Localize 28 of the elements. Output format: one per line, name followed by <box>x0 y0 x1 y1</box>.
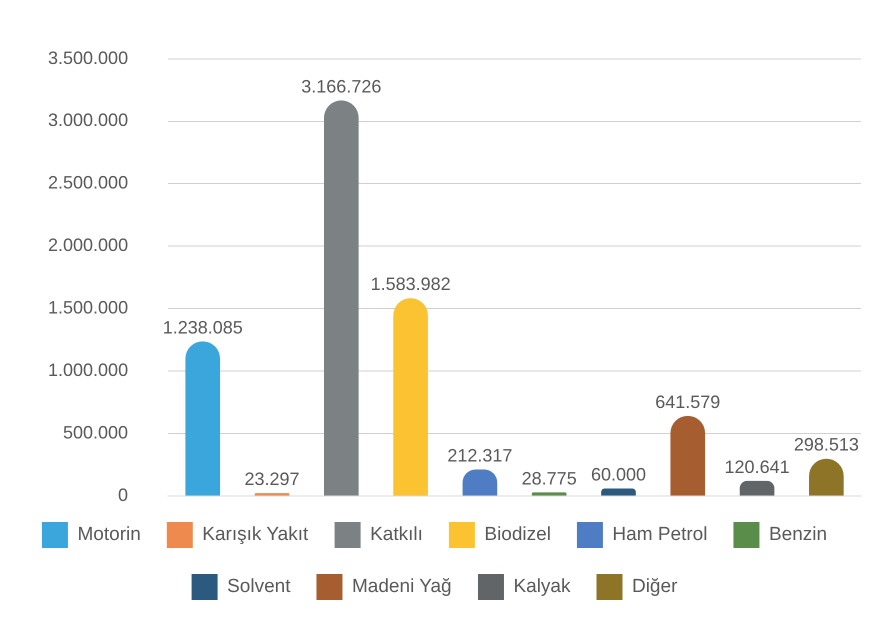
y-tick-label: 3.500.000 <box>48 48 128 68</box>
legend-label: Madeni Yağ <box>352 576 452 598</box>
data-label: 641.579 <box>655 392 720 412</box>
data-label: 1.583.982 <box>370 274 451 294</box>
legend-label: Biodizel <box>484 524 551 546</box>
data-label: 298.513 <box>794 434 859 455</box>
legend-label: Diğer <box>632 576 678 598</box>
y-tick-label: 1.000.000 <box>48 360 128 380</box>
legend-label: Motorin <box>77 524 141 546</box>
data-label: 28.775 <box>522 468 577 488</box>
y-tick-label: 0 <box>118 484 128 505</box>
legend-label: Benzin <box>768 524 828 546</box>
data-label: 212.317 <box>447 445 512 466</box>
legend-label: Karışık Yakıt <box>202 524 309 546</box>
data-label: 23.297 <box>244 469 300 490</box>
data-label: 60.000 <box>590 464 646 484</box>
y-tick-label: 500.000 <box>63 422 128 443</box>
y-tick-label: 1.500.000 <box>48 298 128 318</box>
y-tick-label: 2.000.000 <box>48 235 128 256</box>
data-label: 3.166.726 <box>301 76 382 96</box>
legend-label: Kalyak <box>513 576 571 598</box>
y-tick-label: 3.000.000 <box>48 110 128 130</box>
legend-label: Katkılı <box>370 524 423 546</box>
data-label: 1.238.085 <box>162 317 243 338</box>
y-tick-label: 2.500.000 <box>48 172 128 193</box>
data-label: 120.641 <box>724 456 790 477</box>
legend-label: Solvent <box>227 576 292 598</box>
legend-label: Ham Petrol <box>612 524 708 546</box>
